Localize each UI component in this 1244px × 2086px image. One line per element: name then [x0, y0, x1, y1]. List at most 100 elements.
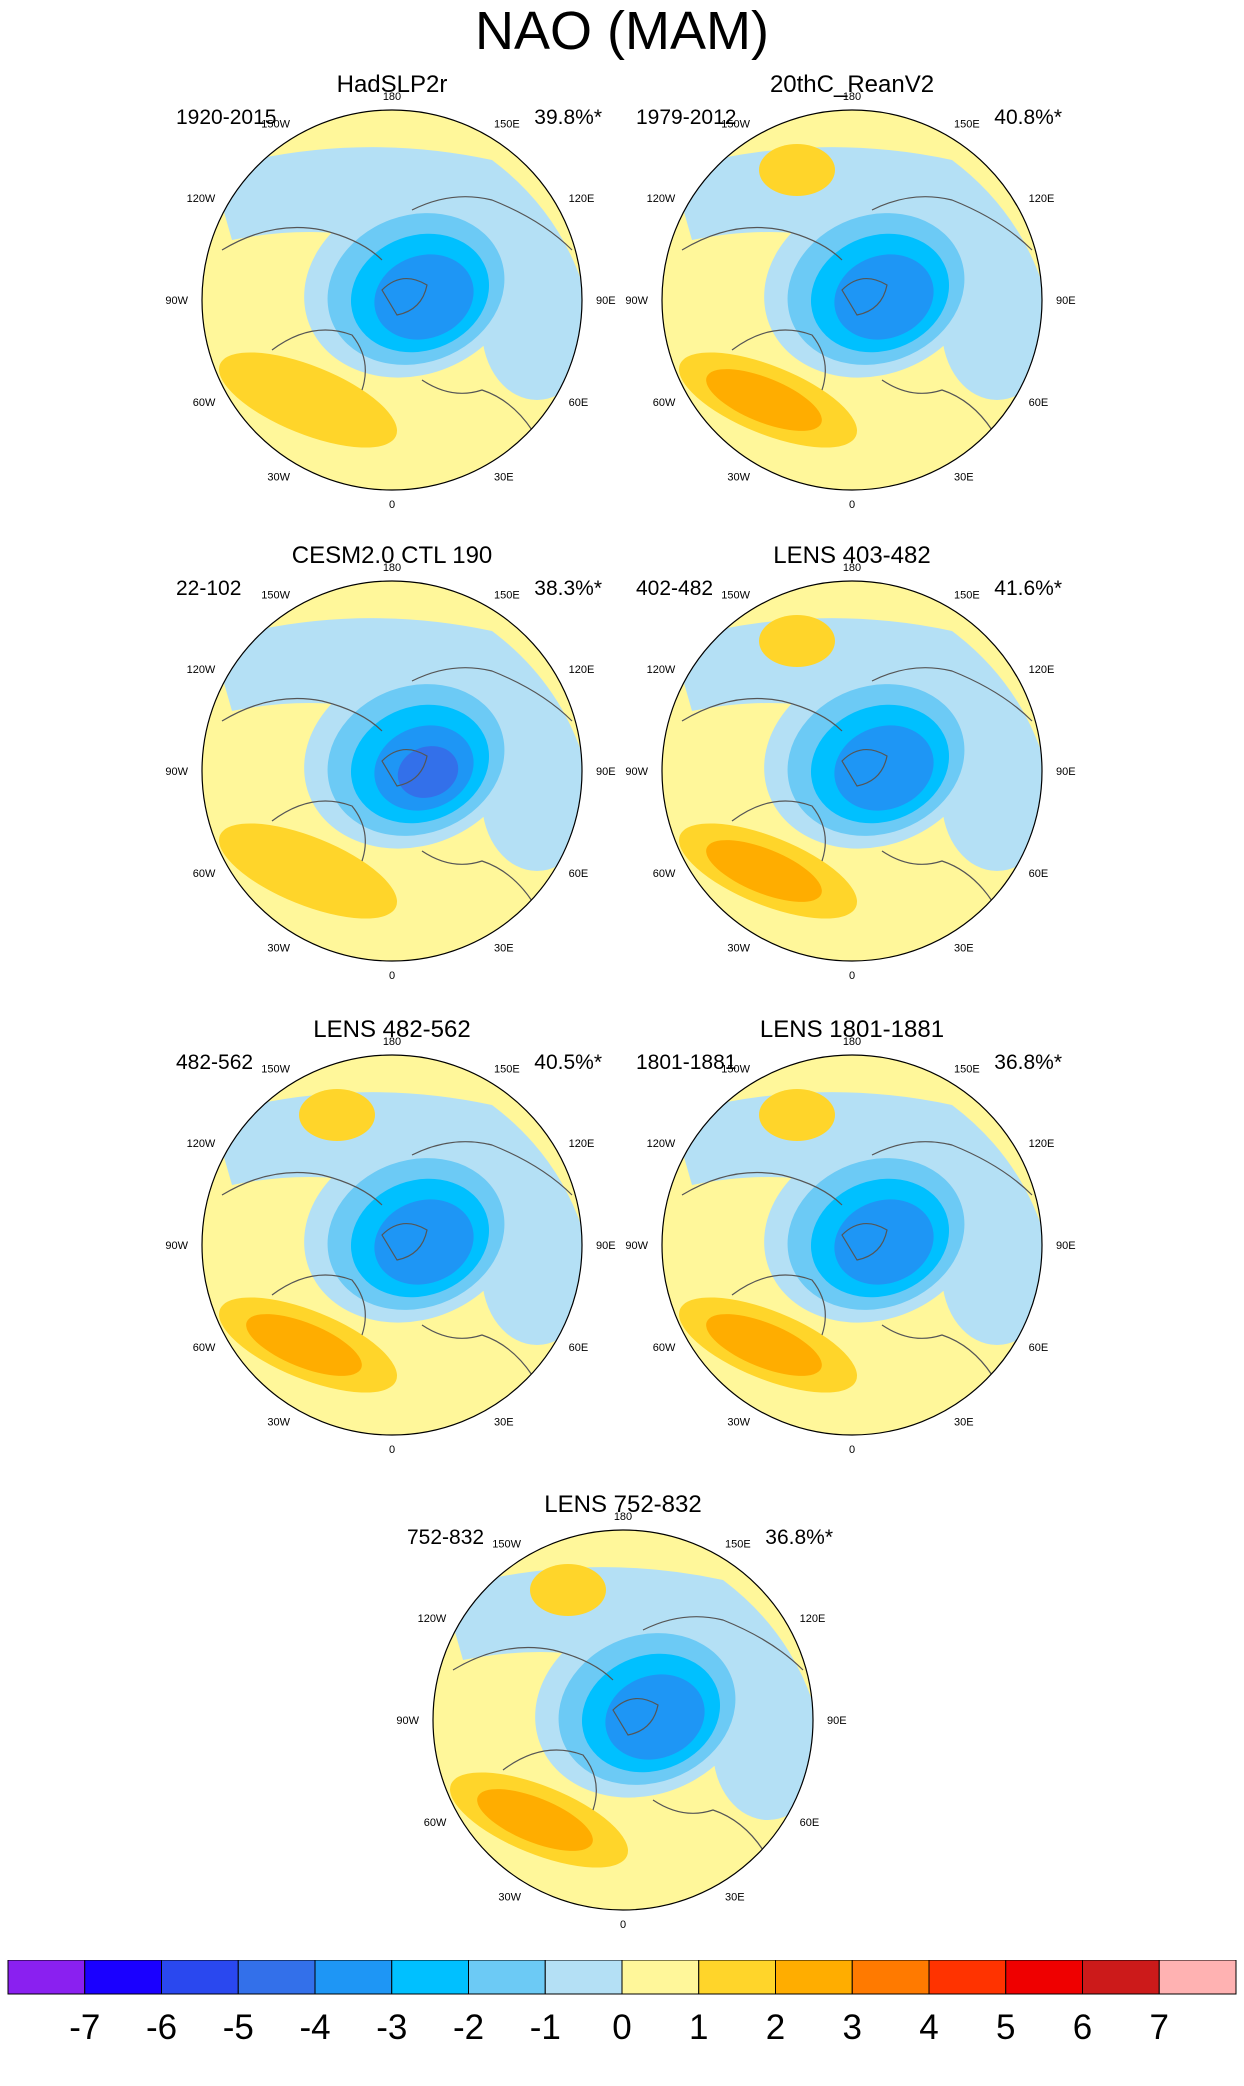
low-contour-4	[374, 254, 474, 340]
coastline-4	[381, 749, 428, 787]
colorbar-tick: -6	[146, 2008, 177, 2047]
coastline-3	[871, 667, 1033, 722]
lon-label: 180	[843, 91, 861, 103]
panel-title: LENS 752-832	[544, 1491, 702, 1518]
lon-label: 150W	[261, 1063, 290, 1075]
lon-label: 90W	[625, 766, 648, 778]
lon-label: 90E	[596, 295, 616, 307]
lon-label: 180	[383, 562, 401, 574]
colorbar-bin-pos2	[775, 1960, 853, 1995]
panel-title: LENS 482-562	[313, 1016, 471, 1043]
colorbar-bin-neg3	[314, 1960, 393, 1995]
colorbar-tick: 7	[1150, 2008, 1169, 2047]
lon-label: 60W	[424, 1817, 447, 1829]
lon-label: 30W	[267, 472, 290, 484]
panel-years: 752-832	[407, 1526, 485, 1549]
lon-label: 30E	[494, 472, 514, 484]
coastline-4	[381, 278, 428, 316]
panel-variance: 40.8%*	[994, 106, 1062, 129]
lon-label: 90E	[596, 766, 616, 778]
lon-label: 120W	[187, 193, 216, 205]
coastline-4	[841, 749, 888, 787]
panel-years: 1801-1881	[636, 1051, 737, 1074]
colorbar-bin-neg2	[391, 1960, 469, 1995]
panel-variance: 36.8%*	[765, 1526, 833, 1549]
lon-label: 0	[389, 1444, 395, 1456]
lon-label: 0	[389, 970, 395, 982]
polar-map: 180 150E 120E 90E 60E 30E 0 30W 60W 90W 120W 150W	[625, 562, 1075, 982]
lon-label: 90E	[596, 1240, 616, 1252]
low-contour-4	[834, 1199, 934, 1285]
coastline-0	[221, 1171, 383, 1206]
panel-hadslp2r: HadSLP2r 1920-2015 39.8%* 180 150E 120E 90E…	[152, 70, 632, 540]
coastline-1	[271, 1274, 366, 1336]
panel-variance: 41.6%*	[994, 577, 1062, 600]
lon-label: 90W	[165, 766, 188, 778]
lon-label: 60E	[1029, 397, 1049, 409]
lon-label: 180	[614, 1511, 632, 1523]
lon-label: 120W	[418, 1613, 447, 1625]
colorbar-bin-neg0	[544, 1960, 623, 1995]
lon-label: 120E	[1029, 664, 1055, 676]
lon-label: 90E	[1056, 295, 1076, 307]
lon-label: 60W	[653, 397, 676, 409]
coastline-1	[502, 1749, 597, 1811]
lon-label: 180	[383, 91, 401, 103]
lon-label: 150E	[725, 1538, 751, 1550]
main-title: NAO (MAM)	[475, 1, 769, 61]
lon-label: 60E	[1029, 868, 1049, 880]
coastline-1	[271, 800, 366, 862]
panel-lens-1801: LENS 1801-1881 1801-1881 36.8%* 180 150E 1…	[612, 1015, 1092, 1485]
panel-years: 1920-2015	[176, 106, 277, 129]
colorbar-bin-neg1	[468, 1960, 546, 1995]
lon-label: 60W	[653, 868, 676, 880]
lon-label: 90W	[396, 1715, 419, 1727]
lon-label: 150W	[492, 1538, 521, 1550]
lon-label: 30W	[727, 943, 750, 955]
lon-label: 120W	[187, 664, 216, 676]
lon-label: 150W	[261, 589, 290, 601]
high-contour-3	[706, 369, 822, 431]
colorbar-bin-pos7	[1158, 1960, 1237, 1995]
polar-map: 180 150E 120E 90E 60E 30E 0 30W 60W 90W 120W 150W	[165, 1036, 616, 1456]
colorbar-tick: -3	[376, 2008, 407, 2047]
panel-variance: 40.5%*	[534, 1051, 602, 1074]
polar-map: 180 150E 120E 90E 60E 30E 0 30W 60W 90W 120W 150W	[396, 1511, 846, 1931]
lon-label: 30E	[954, 943, 974, 955]
polar-map: 180 150E 120E 90E 60E 30E 0 30W 60W 90W 120W 150W	[165, 562, 616, 982]
polar-map: 180 150E 120E 90E 60E 30E 0 30W 60W 90W 120W 150W	[625, 1036, 1076, 1456]
lon-label: 30W	[727, 1417, 750, 1429]
colorbar-tick: -2	[453, 2008, 484, 2047]
coastline-0	[452, 1646, 614, 1681]
lon-label: 120W	[647, 1138, 676, 1150]
colorbar-bin-pos0	[621, 1960, 700, 1995]
coastline-0	[221, 226, 383, 261]
lon-label: 30E	[954, 1417, 974, 1429]
coastline-0	[681, 697, 843, 732]
colorbar-tick: 6	[1073, 2008, 1092, 2047]
map-border	[661, 1054, 1043, 1436]
lon-label: 30E	[954, 472, 974, 484]
coastline-3	[411, 667, 573, 722]
coastline-3	[642, 1616, 804, 1671]
lon-label: 0	[389, 499, 395, 511]
pacific-high	[299, 1089, 375, 1141]
coastline-4	[841, 1223, 888, 1261]
coastline-4	[381, 1223, 428, 1261]
lon-label: 90E	[1056, 1240, 1076, 1252]
colorbar-bin-pos5	[1005, 1960, 1083, 1995]
lon-label: 90W	[625, 1240, 648, 1252]
coastline-1	[731, 329, 826, 391]
panel-title: HadSLP2r	[336, 71, 448, 98]
colorbar-tick: -5	[223, 2008, 254, 2047]
coastline-3	[871, 196, 1033, 251]
lon-label: 60W	[193, 397, 216, 409]
lon-label: 150W	[721, 118, 750, 130]
pacific-high	[759, 1089, 835, 1141]
colorbar-tick: -4	[299, 2008, 330, 2047]
panel-years: 482-562	[176, 1051, 254, 1074]
lon-label: 120E	[1029, 1138, 1055, 1150]
lon-label: 0	[620, 1919, 626, 1931]
coastline-4	[612, 1698, 659, 1736]
pacific-high	[530, 1564, 606, 1616]
